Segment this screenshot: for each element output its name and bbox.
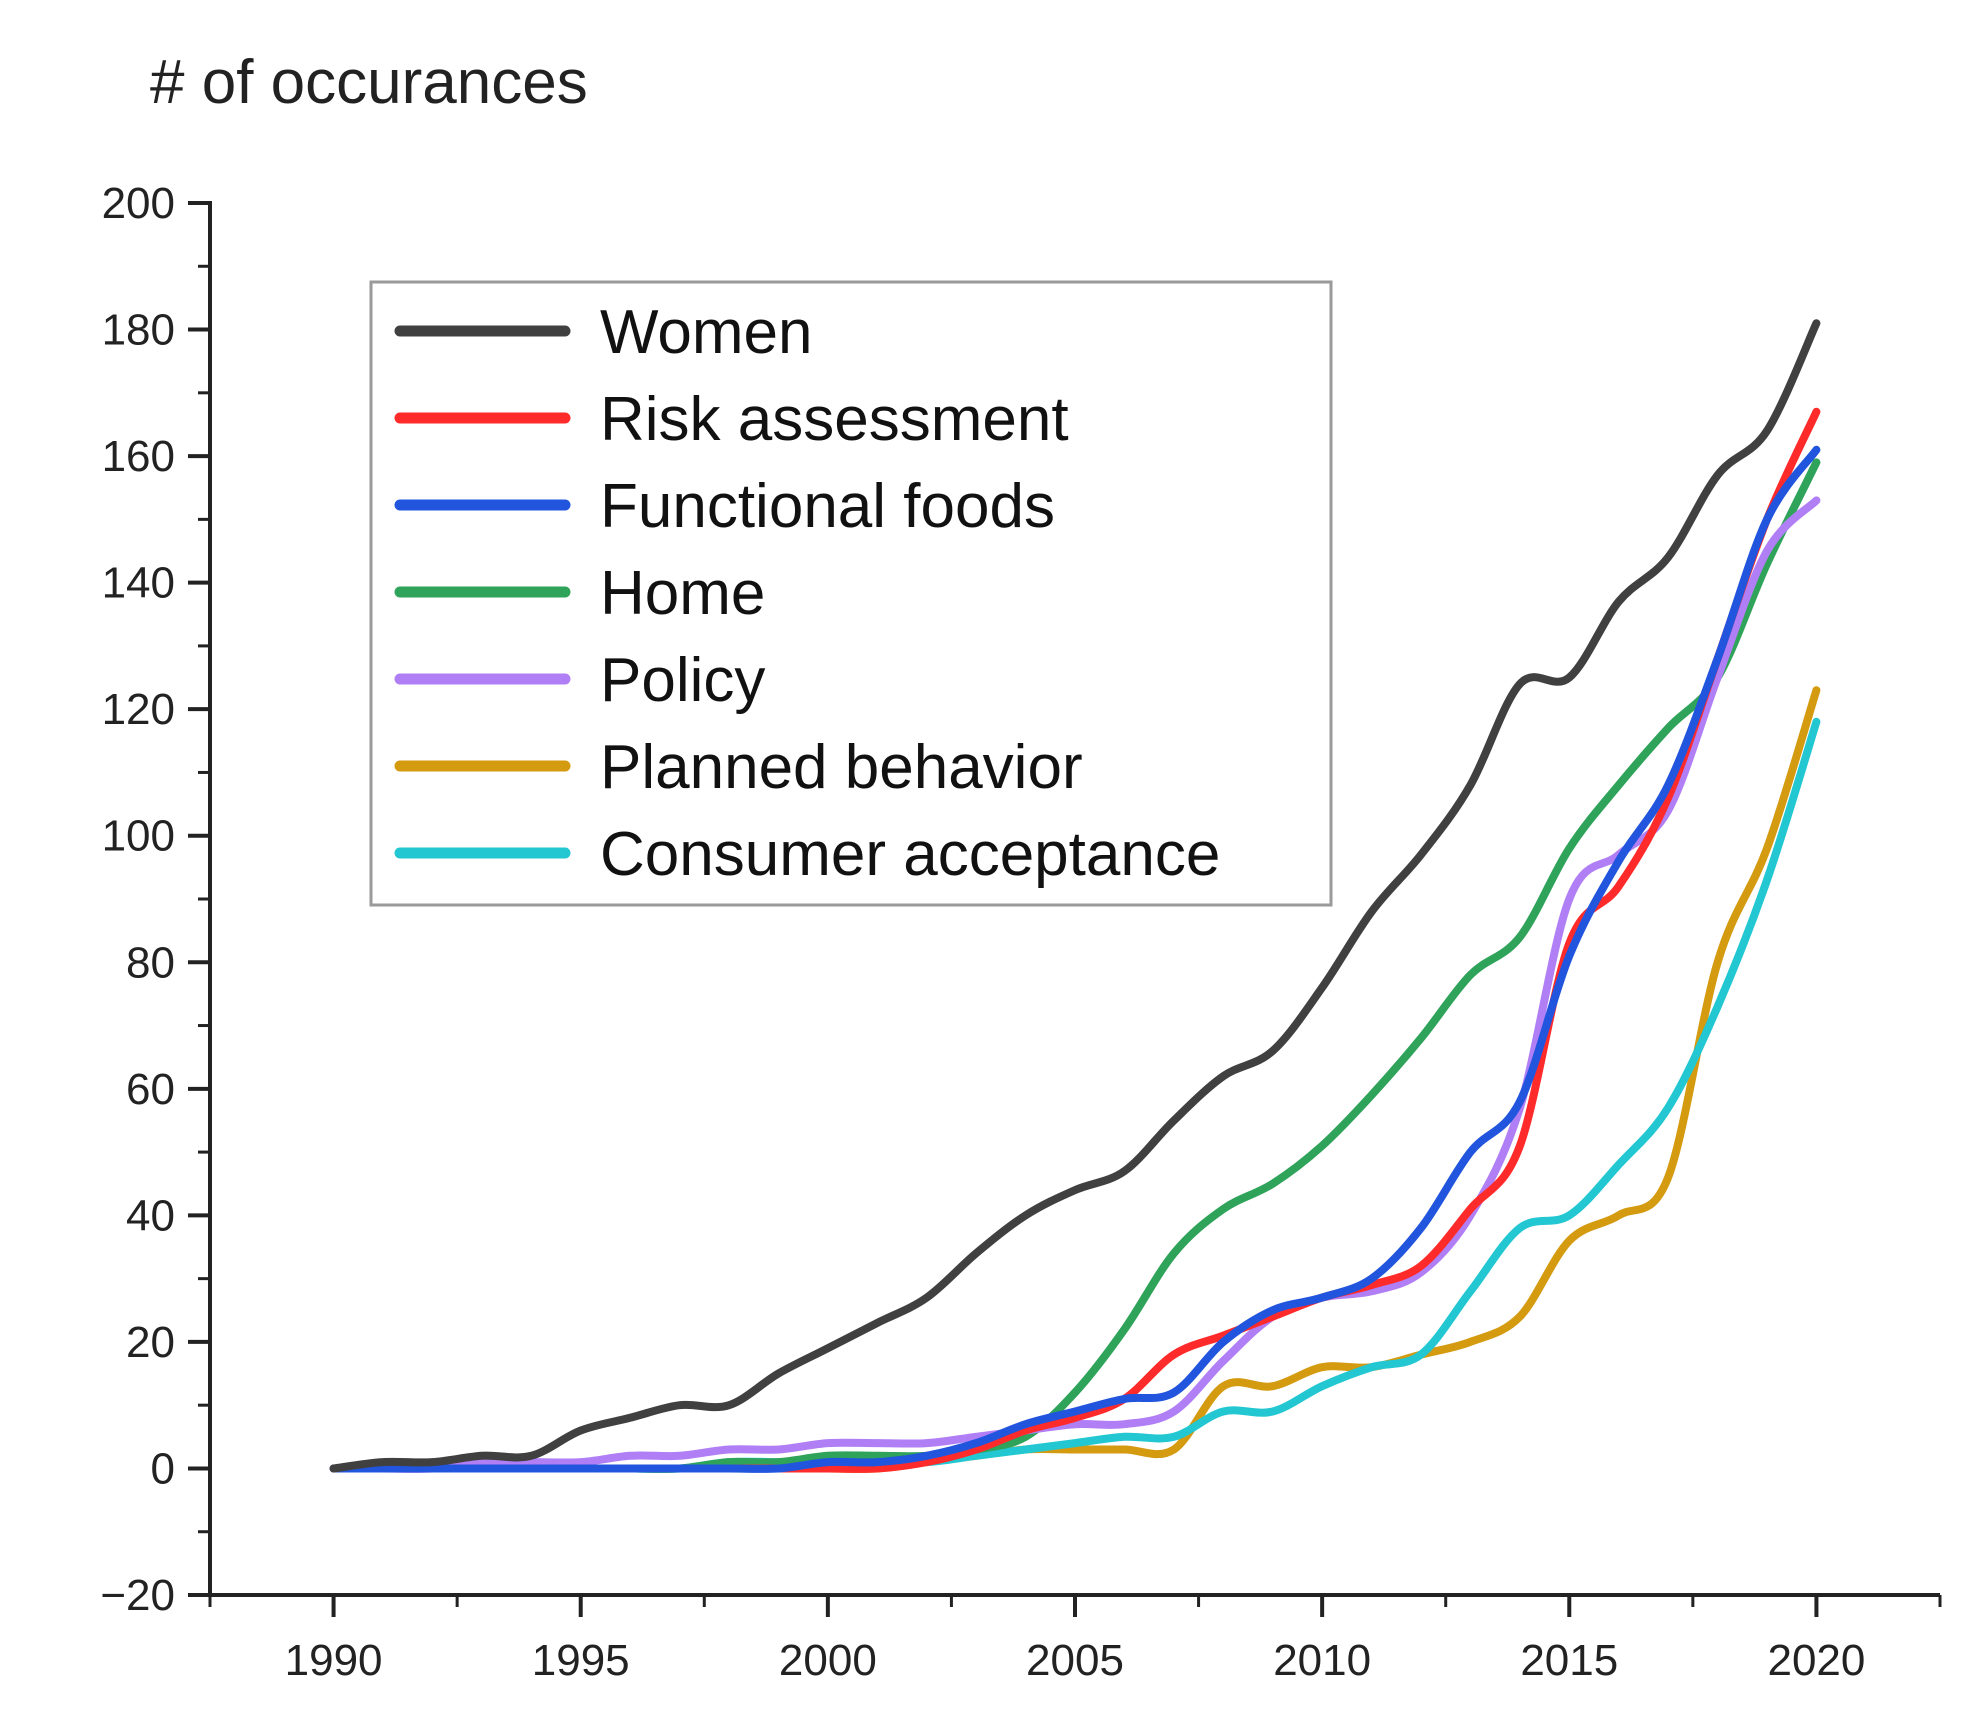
x-tick-label: 2020	[1767, 1636, 1865, 1685]
axes: −20 0 20 40 60 80 100 120 140 160 180 200 1990 1995 20…	[100, 179, 1942, 1685]
y-tick-label: 60	[126, 1065, 175, 1114]
series-line-functional-foods	[329, 445, 1821, 1473]
x-tick-label: 1995	[532, 1636, 630, 1685]
series-lines	[329, 319, 1821, 1473]
x-tick-label: 2010	[1273, 1636, 1371, 1685]
y-tick-label: 120	[102, 685, 175, 734]
legend-label-functional-foods: Functional foods	[600, 472, 1055, 541]
y-tick-label: 20	[126, 1318, 175, 1367]
x-tick-label: 2005	[1026, 1636, 1124, 1685]
x-tick-label: 2000	[779, 1636, 877, 1685]
y-tick-label: 0	[151, 1444, 175, 1493]
y-tick-label: 200	[102, 179, 175, 228]
y-tick-label: 40	[126, 1191, 175, 1240]
y-tick-label: 180	[102, 306, 175, 355]
legend-label-planned-behavior: Planned behavior	[600, 733, 1083, 802]
legend-label-consumer-acceptance: Consumer acceptance	[600, 820, 1220, 889]
legend-label-women: Women	[600, 298, 813, 367]
x-tick-label: 2015	[1520, 1636, 1618, 1685]
y-tick-label: 100	[102, 812, 175, 861]
legend-label-policy: Policy	[600, 646, 765, 715]
legend: Women Risk assessment Functional foods Home…	[369, 280, 1333, 907]
y-axis-title: # of occurances	[150, 48, 588, 117]
y-tick-label: 140	[102, 559, 175, 608]
y-tick-label: 80	[126, 938, 175, 987]
y-tick-label: 160	[102, 432, 175, 481]
x-tick-label: 1990	[285, 1636, 383, 1685]
y-tick-label: −20	[100, 1571, 175, 1620]
legend-label-home: Home	[600, 559, 765, 628]
series-line-policy	[329, 496, 1821, 1473]
legend-label-risk-assessment: Risk assessment	[600, 385, 1069, 454]
series-line-women	[329, 319, 1821, 1473]
